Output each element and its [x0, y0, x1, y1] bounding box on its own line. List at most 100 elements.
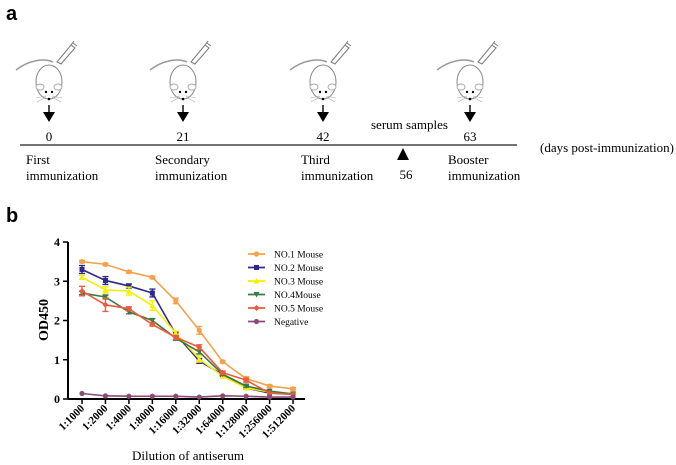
timeline-day: 42 — [317, 129, 330, 144]
y-tick-label: 1 — [54, 353, 60, 367]
data-point — [149, 318, 156, 324]
legend-marker — [253, 305, 260, 311]
legend-label: NO.4Mouse — [274, 291, 321, 301]
data-point — [196, 394, 202, 400]
timeline-label: immunization — [26, 168, 99, 183]
mouse-syringe-icon — [289, 40, 352, 122]
arrow-down-icon — [464, 112, 476, 122]
timeline-label: immunization — [301, 168, 374, 183]
y-tick-label: 0 — [54, 392, 60, 406]
legend-item: NO.4Mouse — [248, 291, 321, 301]
legend-item: NO.2 Mouse — [248, 264, 323, 274]
mouse-syringe-icon — [149, 40, 212, 122]
data-point — [266, 390, 273, 397]
series-no-5-mouse — [79, 285, 297, 398]
timeline-label: Secondary — [155, 152, 210, 167]
data-point — [220, 393, 226, 399]
timeline-day: 63 — [464, 129, 477, 144]
series-line — [81, 276, 294, 396]
series-line — [81, 392, 294, 398]
data-point — [290, 386, 296, 392]
data-point — [196, 349, 203, 355]
series-no-1-mouse — [79, 259, 297, 392]
data-point — [243, 383, 250, 390]
series-line — [81, 290, 294, 396]
legend-item: NO.5 Mouse — [248, 305, 323, 315]
legend-item: Negative — [248, 318, 308, 328]
data-point — [290, 394, 296, 400]
serum-samples-label: serum samples — [371, 117, 448, 132]
legend-marker — [254, 265, 259, 270]
data-point — [243, 377, 250, 384]
data-point — [102, 261, 109, 267]
serum-day: 56 — [400, 167, 414, 182]
legend-marker — [253, 318, 260, 325]
data-point — [125, 288, 132, 294]
timeline-day: 21 — [177, 129, 190, 144]
mouse-syringe-icon — [15, 40, 78, 122]
legend-label: NO.2 Mouse — [274, 264, 323, 274]
data-point — [220, 359, 226, 365]
x-axis-label: Dilution of antiserum — [132, 448, 244, 463]
data-point — [196, 327, 202, 333]
series-line — [81, 292, 294, 395]
data-point — [79, 390, 85, 397]
timeline-unit: (days post-immunization) — [540, 140, 674, 155]
data-point — [126, 393, 132, 399]
data-point — [149, 302, 156, 309]
data-point — [79, 288, 85, 295]
data-point — [79, 274, 85, 280]
legend-label: NO.5 Mouse — [274, 305, 323, 315]
mouse-syringe-icon — [436, 40, 499, 122]
timeline-label: immunization — [155, 168, 228, 183]
series-line — [81, 268, 294, 396]
data-point — [149, 274, 155, 280]
timeline-day: 0 — [46, 129, 53, 144]
data-point — [126, 283, 132, 289]
timeline-label: Third — [301, 152, 330, 167]
data-point — [102, 277, 108, 283]
series-negative — [79, 390, 296, 400]
data-point — [196, 355, 203, 362]
legend-label: Negative — [274, 318, 308, 328]
series-no-3-mouse — [79, 274, 297, 397]
timeline-label: immunization — [448, 168, 521, 183]
data-point — [267, 394, 273, 400]
data-point — [173, 298, 179, 304]
arrow-down-icon — [177, 112, 189, 122]
data-point — [243, 393, 249, 399]
data-point — [102, 301, 109, 308]
data-point — [79, 266, 85, 272]
data-point — [149, 321, 156, 328]
data-point — [173, 393, 179, 399]
data-point — [172, 334, 179, 341]
y-tick-label: 3 — [54, 274, 60, 288]
data-point — [102, 286, 109, 293]
legend-item: NO.3 Mouse — [248, 278, 323, 288]
data-point — [149, 393, 155, 399]
data-point — [149, 290, 155, 296]
legend-label: NO.1 Mouse — [274, 251, 323, 261]
data-point — [125, 305, 132, 312]
data-point — [102, 393, 109, 399]
timeline-label: First — [26, 152, 50, 167]
data-point — [196, 344, 203, 351]
series-no-2-mouse — [79, 264, 296, 397]
y-tick-label: 2 — [54, 314, 60, 328]
serum-arrow-icon — [397, 148, 409, 160]
timeline-label: Booster — [448, 152, 489, 167]
data-point — [267, 383, 273, 389]
legend-marker — [253, 251, 260, 257]
panel-a-label: a — [6, 3, 18, 25]
panel-b-label: b — [6, 205, 18, 227]
y-tick-label: 4 — [54, 235, 60, 249]
data-point — [102, 294, 109, 300]
legend-marker — [253, 278, 260, 284]
legend-label: NO.3 Mouse — [274, 278, 323, 288]
legend-marker — [253, 292, 260, 298]
data-point — [172, 330, 179, 336]
data-point — [79, 259, 85, 265]
data-point — [126, 269, 132, 275]
